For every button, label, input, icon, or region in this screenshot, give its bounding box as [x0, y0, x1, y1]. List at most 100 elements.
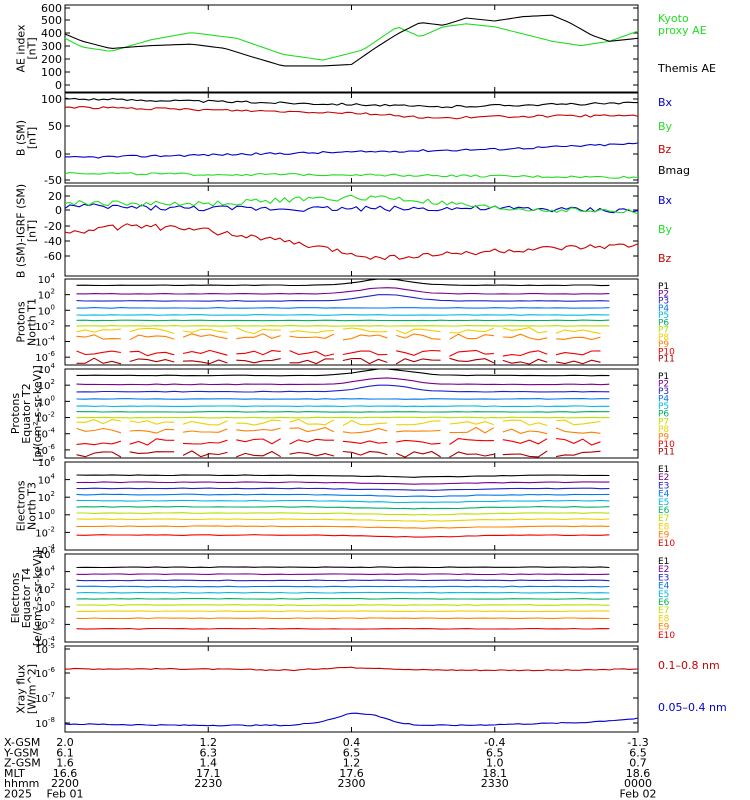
y-axis-label: [W/m^2]	[26, 664, 39, 714]
legend-label: E6	[658, 506, 670, 516]
series-line-p1	[76, 278, 610, 287]
legend-label: E5	[658, 498, 669, 508]
series-line-p10	[77, 439, 610, 445]
time-row-label: X-GSM	[4, 736, 40, 749]
time-row-value: 1.0	[486, 757, 504, 770]
y-tick-label: 20	[48, 190, 62, 203]
y-axis-label: Equator T4	[20, 568, 33, 628]
series-line-p5	[76, 314, 610, 316]
legend-label: E2	[658, 565, 669, 575]
series-line-e10	[76, 627, 610, 630]
y-tick-label: 100	[41, 66, 62, 79]
series-line-bz	[64, 106, 639, 120]
time-row-value: 2300	[338, 777, 366, 790]
series-line-p3	[76, 294, 610, 302]
panel-8: Xray flux[W/m^2] 10-5 10-6 10-7 10-8 0.1–0.8 …	[15, 642, 727, 733]
time-row-value: 18.6	[626, 767, 651, 780]
legend-label: P2	[658, 289, 669, 299]
y-tick-label: 10-4	[35, 335, 55, 349]
y-axis-label: Equator T2	[20, 383, 33, 443]
series-line-e6	[76, 505, 610, 510]
legend-label: Bx	[658, 96, 673, 109]
y-tick-label: 102	[38, 490, 55, 504]
series-line-p2	[76, 287, 610, 295]
series-line-e9	[76, 617, 610, 620]
y-tick-label: 10-4	[35, 635, 55, 649]
legend-label: 0.05–0.4 nm	[658, 701, 727, 714]
series-line-e4	[76, 585, 610, 588]
y-tick-label: 104	[38, 565, 56, 579]
legend-label: P7	[658, 326, 669, 336]
y-tick-label: 10-5	[35, 642, 55, 656]
legend-label: proxy AE	[658, 24, 707, 37]
legend-label: P9	[658, 432, 669, 442]
y-tick-label: 10-2	[35, 319, 55, 333]
time-row-value: 1.6	[56, 757, 74, 770]
y-tick-label: 200	[41, 53, 62, 66]
panel-frame	[64, 185, 639, 277]
legend-label: P1	[658, 282, 669, 292]
legend-label: P5	[658, 402, 669, 412]
legend-label: Bx	[658, 194, 673, 207]
y-axis-label: [e/(cm²-s-sr-keV)]	[31, 550, 44, 646]
legend-label: P3	[658, 387, 669, 397]
legend-label: P9	[658, 340, 669, 350]
y-tick-label: 10-7	[35, 691, 55, 705]
time-row-label: Z-GSM	[4, 757, 41, 770]
legend-label: P11	[658, 355, 675, 365]
y-tick-label: 10-2	[35, 411, 55, 425]
legend-label: E8	[658, 522, 670, 532]
series-line-bx	[64, 142, 639, 159]
y-axis-label: [nT]	[26, 220, 39, 242]
series-line-p6	[76, 319, 610, 322]
panel-frame	[64, 368, 639, 459]
series-line-e9	[76, 525, 610, 529]
y-tick-label: 104	[38, 473, 56, 487]
y-tick-label: 600	[41, 2, 62, 15]
time-row-value: Feb 02	[620, 788, 657, 800]
time-row-value: 18.1	[483, 767, 508, 780]
series-line-0-1-0-8-nm	[65, 666, 639, 672]
series-line-e1	[76, 566, 610, 569]
y-axis-label: B (SM)	[15, 120, 28, 156]
series-line-p4	[76, 307, 610, 309]
legend-label: E10	[658, 539, 675, 549]
y-tick-label: -40	[44, 235, 62, 248]
series-line-e6	[76, 597, 610, 600]
y-tick-label: 100	[38, 394, 55, 408]
time-row-value: 1.2	[343, 757, 361, 770]
series-line-bmag	[64, 97, 638, 109]
series-line-e7	[76, 512, 610, 516]
series-line-p5	[76, 405, 610, 408]
time-row-value: 2230	[194, 777, 222, 790]
y-tick-label: 100	[38, 303, 55, 317]
y-axis-label: [p/(cm²-s-sr-keV)]	[31, 365, 44, 462]
y-tick-label: 104	[38, 272, 56, 286]
legend-label: P10	[658, 347, 675, 357]
series-line-e2	[76, 481, 610, 485]
time-row-label: hhmm	[4, 777, 39, 790]
series-line-themis-ae	[64, 14, 639, 67]
legend-label: Bz	[658, 252, 672, 265]
legend-label: P1	[658, 372, 669, 382]
legend-label: E7	[658, 514, 669, 524]
y-tick-label: 0	[55, 79, 62, 92]
series-line-p11	[77, 358, 610, 364]
time-row-label: MLT	[4, 767, 25, 780]
panel-frame	[64, 92, 639, 184]
legend-label: P6	[658, 410, 669, 420]
time-row-label: Y-GSM	[3, 746, 39, 759]
series-line-p10	[77, 350, 610, 356]
y-axis-label: [nT]	[26, 127, 39, 149]
y-tick-label: 100	[38, 508, 55, 522]
series-line-e3	[76, 487, 610, 491]
y-tick-label: 102	[38, 582, 55, 596]
time-row-value: 2.0	[56, 736, 74, 749]
y-tick-label: 10-4	[35, 543, 55, 557]
y-tick-label: 100	[38, 600, 55, 614]
series-line-e4	[76, 493, 610, 498]
series-line-p6	[76, 411, 610, 413]
time-row-value: 1.4	[200, 757, 218, 770]
